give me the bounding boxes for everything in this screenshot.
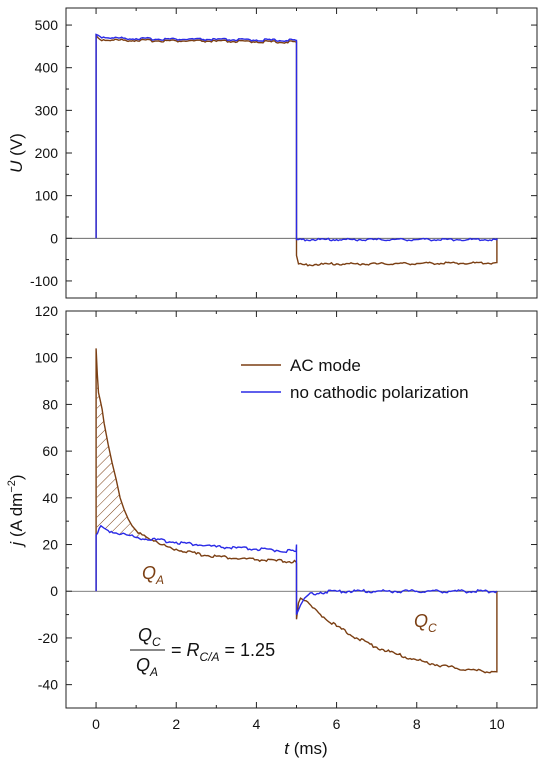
top-ytick-label: 400 xyxy=(35,60,59,76)
bot-ytick-label: -20 xyxy=(38,630,58,646)
bot-xtick-label: 0 xyxy=(92,716,100,732)
fraction-numerator: QC xyxy=(138,625,161,649)
bot-ytick-label: 0 xyxy=(50,583,58,599)
bottom-axis-ticks: -40 -20 0 20 40 60 80 100 120 0 2 4 6 8 10 xyxy=(35,303,537,732)
bottom-y-axis-label: j (A dm−2) xyxy=(6,474,26,547)
top-ytick-label: 100 xyxy=(35,188,59,204)
bot-ytick-label: 120 xyxy=(35,303,59,319)
bot-ytick-label: 40 xyxy=(42,490,58,506)
bot-ytick-label: 80 xyxy=(42,396,58,412)
top-y-axis-label: U (V) xyxy=(7,133,26,173)
bot-xtick-label: 2 xyxy=(172,716,180,732)
top-series-no-cathodic xyxy=(95,33,498,242)
bot-xtick-label: 6 xyxy=(333,716,341,732)
bot-xtick-label: 10 xyxy=(489,716,505,732)
bot-ytick-label: 20 xyxy=(42,537,58,553)
qc-label: QC xyxy=(414,611,437,635)
top-panel-frame xyxy=(65,7,538,299)
top-ytick-label: 0 xyxy=(50,230,58,246)
bot-xtick-label: 4 xyxy=(253,716,261,732)
legend-label-ac-mode: AC mode xyxy=(290,356,361,375)
bottom-panel-frame xyxy=(65,310,538,709)
legend: AC mode no cathodic polarization xyxy=(241,356,469,402)
bot-ytick-label: -40 xyxy=(38,677,58,693)
bot-xtick-label: 8 xyxy=(413,716,421,732)
top-ytick-label: 500 xyxy=(35,17,59,33)
x-axis-label: t (ms) xyxy=(284,739,327,758)
top-ytick-label: -100 xyxy=(30,273,58,289)
top-ytick-label: 300 xyxy=(35,102,59,118)
qa-hatched-area xyxy=(96,365,152,540)
ratio-formula: QC QA = RC/A = 1.25 xyxy=(130,625,275,679)
fraction-denominator: QA xyxy=(136,655,158,679)
bottom-series-no-cathodic xyxy=(95,524,498,615)
legend-label-no-cathodic: no cathodic polarization xyxy=(290,383,469,402)
top-axis-ticks: -100 0 100 200 300 400 500 xyxy=(30,8,537,298)
bottom-series-ac-mode xyxy=(95,348,498,674)
ratio-expression: = RC/A = 1.25 xyxy=(166,640,275,664)
qa-label: QA xyxy=(142,563,164,587)
bot-ytick-label: 100 xyxy=(35,350,59,366)
top-ytick-label: 200 xyxy=(35,145,59,161)
bot-ytick-label: 60 xyxy=(42,443,58,459)
